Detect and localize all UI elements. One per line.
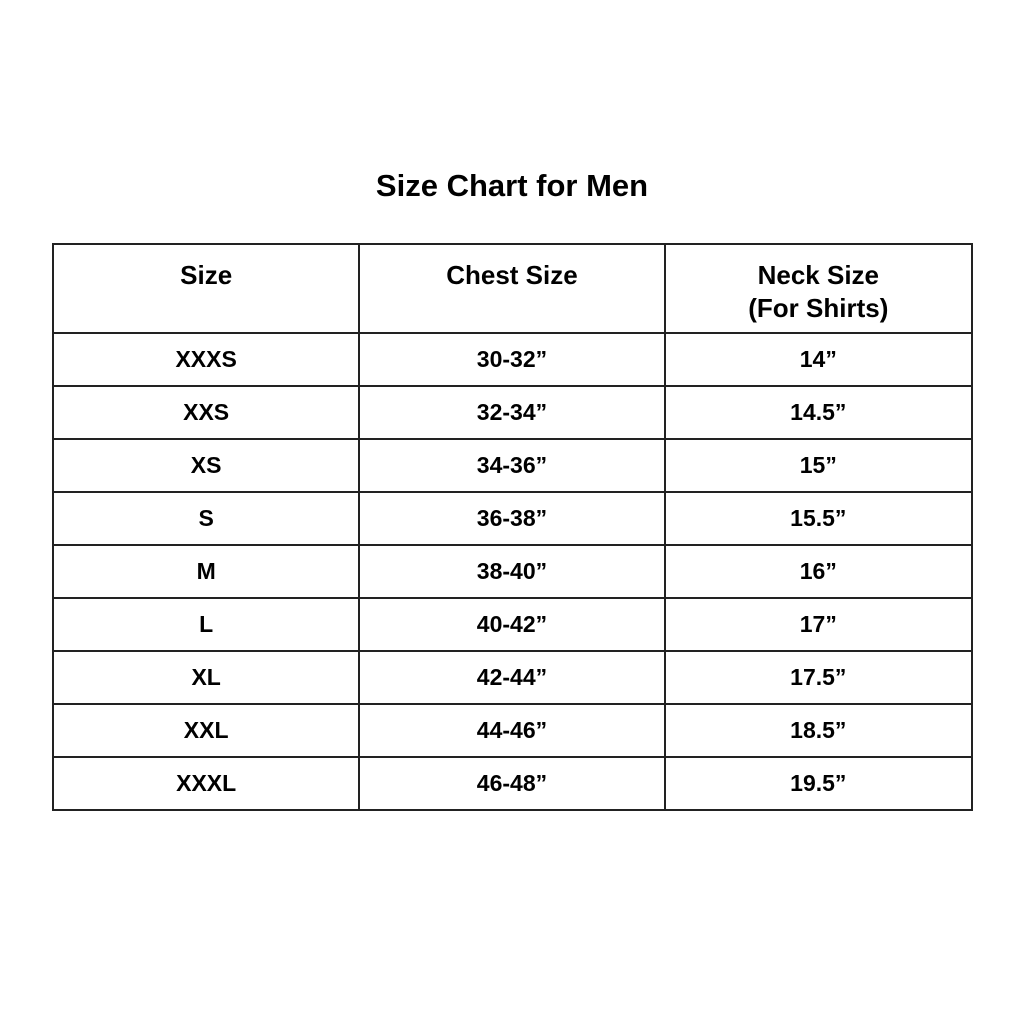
size-cell: M [51, 544, 361, 599]
size-cell: XXS [51, 385, 361, 440]
size-cell: XXL [51, 703, 361, 758]
chest-size-cell: 30-32” [358, 332, 666, 387]
table-row: XL 42-44” 17.5” [51, 650, 974, 705]
header-neck-sublabel: (For Shirts) [748, 293, 889, 323]
chest-size-cell: 32-34” [358, 385, 666, 440]
header-row: Size Chest Size Neck Size (For Shirts) [51, 243, 974, 334]
chest-size-cell: 34-36” [358, 438, 666, 493]
neck-size-cell: 18.5” [663, 703, 974, 758]
table-row: XXS 32-34” 14.5” [51, 385, 974, 440]
chest-size-cell: 42-44” [358, 650, 666, 705]
size-cell: XS [51, 438, 361, 493]
table-row: XXXL 46-48” 19.5” [51, 756, 974, 811]
size-cell: XXXL [51, 756, 361, 811]
table-row: L 40-42” 17” [51, 597, 974, 652]
header-neck-size: Neck Size (For Shirts) [663, 243, 974, 334]
neck-size-cell: 17.5” [663, 650, 974, 705]
table-row: XXXS 30-32” 14” [51, 332, 974, 387]
neck-size-cell: 16” [663, 544, 974, 599]
neck-size-cell: 14.5” [663, 385, 974, 440]
neck-size-cell: 14” [663, 332, 974, 387]
chest-size-cell: 36-38” [358, 491, 666, 546]
table-row: M 38-40” 16” [51, 544, 974, 599]
chest-size-cell: 44-46” [358, 703, 666, 758]
table-row: S 36-38” 15.5” [51, 491, 974, 546]
header-chest-size: Chest Size [358, 243, 666, 334]
chest-size-cell: 38-40” [358, 544, 666, 599]
neck-size-cell: 19.5” [663, 756, 974, 811]
header-neck-label: Neck Size [757, 260, 880, 290]
neck-size-cell: 17” [663, 597, 974, 652]
page-title: Size Chart for Men [375, 168, 649, 203]
neck-size-cell: 15.5” [663, 491, 974, 546]
size-cell: XL [51, 650, 361, 705]
table-row: XS 34-36” 15” [51, 438, 974, 493]
header-size: Size [51, 243, 361, 334]
size-cell: XXXS [51, 332, 361, 387]
neck-size-cell: 15” [663, 438, 974, 493]
table-row: XXL 44-46” 18.5” [51, 703, 974, 758]
chest-size-cell: 46-48” [358, 756, 666, 811]
size-table: Size Chest Size Neck Size (For Shirts) X… [51, 243, 974, 811]
size-cell: S [51, 491, 361, 546]
size-cell: L [51, 597, 361, 652]
chest-size-cell: 40-42” [358, 597, 666, 652]
